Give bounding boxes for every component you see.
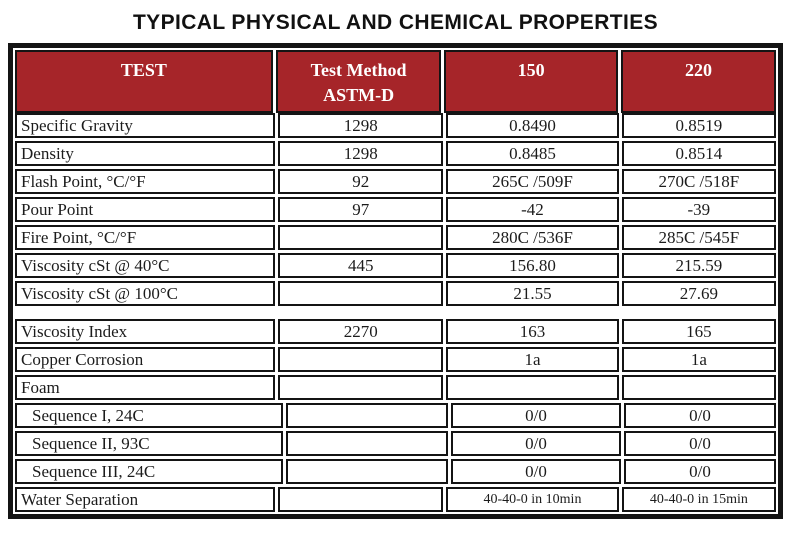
- value-150-cell: 0/0: [451, 431, 622, 456]
- header-220-label: 220: [684, 60, 712, 80]
- value-150-cell: 1a: [446, 347, 619, 372]
- astm-method-cell: [285, 459, 448, 484]
- astm-method-cell: [285, 431, 448, 456]
- value-220-cell: 0.8514: [621, 141, 776, 166]
- table-header-row: TEST Test Method ASTM-D 150 220: [15, 50, 776, 113]
- value-150-cell: 0/0: [451, 403, 622, 428]
- value-220-cell: 1a: [621, 347, 776, 372]
- header-test-label: TEST: [120, 60, 167, 80]
- table-row: Viscosity cSt @ 40°C 445 156.80 215.59: [15, 253, 776, 278]
- test-name-cell: Pour Point: [15, 197, 276, 222]
- value-150-cell: 21.55: [446, 281, 619, 306]
- value-150-cell: 0.8485: [446, 141, 619, 166]
- astm-method-cell: [278, 487, 444, 512]
- astm-method-cell: [278, 281, 444, 306]
- value-220-cell: 0/0: [624, 459, 777, 484]
- test-name-cell: Sequence III, 24C: [15, 459, 283, 484]
- table-row: Sequence III, 24C 0/0 0/0: [15, 459, 777, 484]
- table-row: Sequence I, 24C 0/0 0/0: [15, 403, 777, 428]
- header-150-cell: 150: [444, 50, 618, 113]
- value-220-cell: 27.69: [621, 281, 776, 306]
- value-220-cell: 285C /545F: [621, 225, 776, 250]
- table-row: Water Separation 40-40-0 in 10min 40-40-0 …: [15, 487, 776, 512]
- value-150-cell: 40-40-0 in 10min: [446, 487, 619, 512]
- astm-method-cell: 97: [278, 197, 444, 222]
- value-150-cell: 163: [446, 319, 619, 344]
- test-name-cell: Specific Gravity: [15, 113, 276, 138]
- test-name-cell: Foam: [15, 375, 276, 400]
- page-title: TYPICAL PHYSICAL AND CHEMICAL PROPERTIES: [132, 11, 659, 34]
- value-150-cell: 0.8490: [446, 113, 619, 138]
- astm-method-cell: 445: [278, 253, 444, 278]
- header-220-cell: 220: [620, 50, 776, 113]
- table-row: Viscosity Index 2270 163 165: [15, 319, 776, 344]
- header-method-cell: Test Method ASTM-D: [275, 50, 442, 113]
- astm-method-cell: [278, 375, 444, 400]
- test-name-cell: Sequence I, 24C: [15, 403, 283, 428]
- test-name-cell: Fire Point, °C/°F: [15, 225, 276, 250]
- table-row: Foam: [15, 375, 776, 400]
- astm-method-cell: 1298: [278, 141, 444, 166]
- table-row: Copper Corrosion 1a 1a: [15, 347, 776, 372]
- test-name-cell: Sequence II, 93C: [15, 431, 283, 456]
- value-220-cell: 0/0: [624, 431, 777, 456]
- value-150-cell: 0/0: [451, 459, 622, 484]
- astm-method-cell: 92: [278, 169, 444, 194]
- table-row: Specific Gravity 1298 0.8490 0.8519: [15, 113, 776, 138]
- test-name-cell: Density: [15, 141, 276, 166]
- value-150-cell: -42: [446, 197, 619, 222]
- astm-method-cell: 1298: [278, 113, 444, 138]
- value-220-cell: 165: [621, 319, 776, 344]
- test-name-cell: Flash Point, °C/°F: [15, 169, 276, 194]
- header-test-cell: TEST: [15, 50, 273, 113]
- table-row: Density 1298 0.8485 0.8514: [15, 141, 776, 166]
- value-150-cell: 280C /536F: [446, 225, 619, 250]
- test-name-cell: Viscosity Index: [15, 319, 276, 344]
- value-220-cell: 0.8519: [621, 113, 776, 138]
- value-150-cell: 265C /509F: [446, 169, 619, 194]
- astm-method-cell: [278, 347, 444, 372]
- table-body: Specific Gravity 1298 0.8490 0.8519 Density 1…: [15, 113, 777, 512]
- value-220-cell: 215.59: [621, 253, 776, 278]
- test-name-cell: Copper Corrosion: [15, 347, 276, 372]
- header-method-line1: Test Method: [310, 60, 407, 80]
- header-method-line2: ASTM-D: [323, 85, 395, 105]
- value-220-cell: [621, 375, 776, 400]
- astm-method-cell: [285, 403, 448, 428]
- table-row: Fire Point, °C/°F 280C /536F 285C /545F: [15, 225, 776, 250]
- properties-table: TEST Test Method ASTM-D 150 220 Specific…: [8, 43, 783, 519]
- table-row: Pour Point 97 -42 -39: [15, 197, 776, 222]
- astm-method-cell: [278, 225, 444, 250]
- test-name-cell: Viscosity cSt @ 40°C: [15, 253, 276, 278]
- value-220-cell: 270C /518F: [621, 169, 776, 194]
- table-row: Sequence II, 93C 0/0 0/0: [15, 431, 777, 456]
- test-name-cell: Viscosity cSt @ 100°C: [15, 281, 276, 306]
- table-row: Flash Point, °C/°F 92 265C /509F 270C /518F: [15, 169, 776, 194]
- value-220-cell: 40-40-0 in 15min: [621, 487, 776, 512]
- astm-method-cell: 2270: [278, 319, 444, 344]
- test-name-cell: Water Separation: [15, 487, 276, 512]
- value-220-cell: 0/0: [624, 403, 777, 428]
- header-150-label: 150: [517, 60, 545, 80]
- value-150-cell: [446, 375, 619, 400]
- value-150-cell: 156.80: [446, 253, 619, 278]
- table-row: Viscosity cSt @ 100°C 21.55 27.69: [15, 281, 776, 306]
- value-220-cell: -39: [621, 197, 776, 222]
